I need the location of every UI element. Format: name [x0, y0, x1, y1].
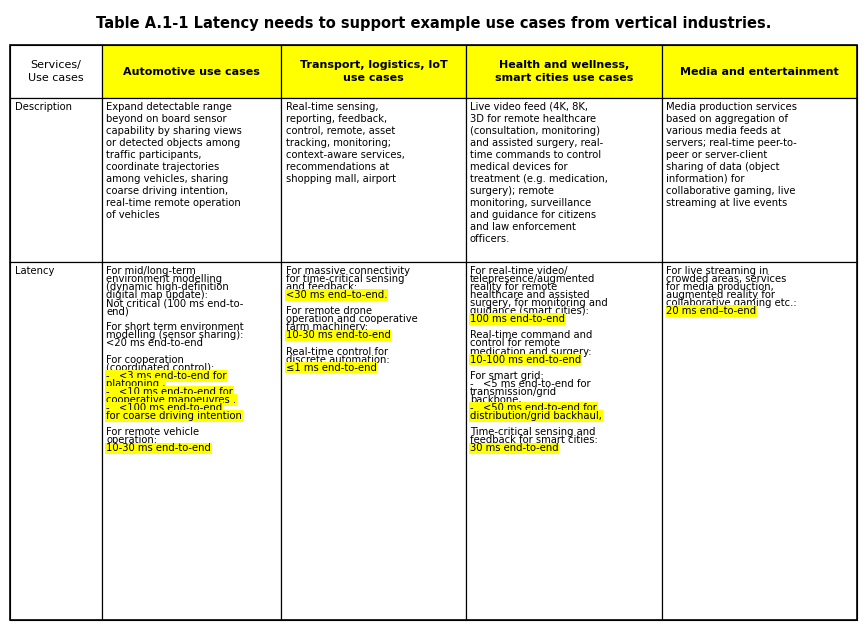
Text: For massive connectivity: For massive connectivity	[285, 266, 409, 276]
Text: and feedback:: and feedback:	[285, 282, 356, 292]
Text: healthcare and assisted: healthcare and assisted	[470, 290, 590, 300]
Text: -   <50 ms end-to-end for: - <50 ms end-to-end for	[470, 403, 596, 413]
Bar	[10, 262, 101, 620]
Text: ≤1 ms end-to-end: ≤1 ms end-to-end	[285, 363, 376, 372]
Text: For smart grid:: For smart grid:	[470, 371, 544, 381]
Text: For mid/long-term: For mid/long-term	[106, 266, 196, 276]
Text: control for remote: control for remote	[470, 338, 560, 349]
Bar	[10, 45, 101, 98]
Text: discrete automation:: discrete automation:	[285, 355, 389, 365]
Text: cooperative manoeuvres .: cooperative manoeuvres .	[106, 395, 236, 405]
Text: -   <10 ms end-to-end for: - <10 ms end-to-end for	[106, 387, 233, 397]
Text: transmission/grid: transmission/grid	[470, 387, 557, 397]
Text: Real-time command and: Real-time command and	[470, 330, 592, 340]
Text: telepresence/augmented: telepresence/augmented	[470, 274, 596, 284]
Text: Services/
Use cases: Services/ Use cases	[29, 60, 84, 83]
Text: operation:: operation:	[106, 435, 157, 445]
Text: Table A.1-1 Latency needs to support example use cases from vertical industries.: Table A.1-1 Latency needs to support exa…	[96, 16, 771, 31]
Text: For remote vehicle: For remote vehicle	[106, 427, 199, 437]
Text: 100 ms end-to-end: 100 ms end-to-end	[470, 314, 565, 324]
Text: 20 ms end–to-end: 20 ms end–to-end	[667, 306, 756, 317]
Text: operation and cooperative: operation and cooperative	[285, 314, 417, 324]
Text: 10-30 ms end-to-end: 10-30 ms end-to-end	[106, 443, 211, 453]
Text: (coordinated control):: (coordinated control):	[106, 363, 214, 372]
Text: Real-time control for: Real-time control for	[285, 347, 388, 357]
Text: digital map update):: digital map update):	[106, 290, 208, 300]
Text: -   <3 ms end-to-end for: - <3 ms end-to-end for	[106, 371, 226, 381]
Bar	[10, 98, 101, 262]
Bar	[466, 45, 662, 98]
Text: for coarse driving intention: for coarse driving intention	[106, 411, 242, 421]
Text: For real-time video/: For real-time video/	[470, 266, 568, 276]
Text: crowded areas, services: crowded areas, services	[667, 274, 786, 284]
Text: distribution/grid backhaul,: distribution/grid backhaul,	[470, 411, 602, 421]
Text: reality for remote: reality for remote	[470, 282, 557, 292]
Bar	[281, 45, 466, 98]
Text: for media production,: for media production,	[667, 282, 774, 292]
Text: Not critical (100 ms end-to-: Not critical (100 ms end-to-	[106, 298, 244, 308]
Text: Expand detectable range
beyond on board sensor
capability by sharing views
or de: Expand detectable range beyond on board …	[106, 102, 242, 220]
Text: collaborative gaming etc.:: collaborative gaming etc.:	[667, 298, 797, 308]
Text: 10-30 ms end-to-end: 10-30 ms end-to-end	[285, 330, 390, 340]
Text: For live streaming in: For live streaming in	[667, 266, 769, 276]
Bar	[466, 262, 662, 620]
Bar	[466, 98, 662, 262]
Text: Media production services
based on aggregation of
various media feeds at
servers: Media production services based on aggre…	[667, 102, 798, 208]
Text: modelling (sensor sharing):: modelling (sensor sharing):	[106, 330, 244, 340]
Text: For remote drone: For remote drone	[285, 306, 372, 317]
Text: environment modelling: environment modelling	[106, 274, 222, 284]
Text: guidance (smart cities):: guidance (smart cities):	[470, 306, 589, 317]
Text: backbone,: backbone,	[470, 395, 521, 405]
Text: For short term environment: For short term environment	[106, 322, 244, 332]
Bar	[101, 262, 281, 620]
Text: <30 ms end–to-end.: <30 ms end–to-end.	[285, 290, 387, 300]
Text: (dynamic high-definition: (dynamic high-definition	[106, 282, 229, 292]
Text: Description: Description	[15, 102, 72, 112]
Text: medication and surgery:: medication and surgery:	[470, 347, 591, 357]
Text: Health and wellness,
smart cities use cases: Health and wellness, smart cities use ca…	[495, 60, 633, 83]
Text: Automotive use cases: Automotive use cases	[123, 67, 260, 77]
Text: 30 ms end-to-end: 30 ms end-to-end	[470, 443, 558, 453]
Bar	[101, 45, 281, 98]
Text: <20 ms end-to-end: <20 ms end-to-end	[106, 338, 203, 349]
Text: feedback for smart cities:: feedback for smart cities:	[470, 435, 597, 445]
Text: 10-100 ms end-to-end: 10-100 ms end-to-end	[470, 355, 581, 365]
Text: Transport, logistics, IoT
use cases: Transport, logistics, IoT use cases	[299, 60, 447, 83]
Text: farm machinery:: farm machinery:	[285, 322, 368, 332]
Bar	[281, 98, 466, 262]
Text: for time-critical sensing: for time-critical sensing	[285, 274, 404, 284]
Text: -   <100 ms end-to-end: - <100 ms end-to-end	[106, 403, 222, 413]
Text: platooning ,: platooning ,	[106, 379, 166, 389]
Text: Latency: Latency	[15, 266, 54, 276]
Text: -   <5 ms end-to-end for: - <5 ms end-to-end for	[470, 379, 590, 389]
Bar	[662, 45, 857, 98]
Bar	[662, 262, 857, 620]
Text: surgery, for monitoring and: surgery, for monitoring and	[470, 298, 608, 308]
Text: Live video feed (4K, 8K,
3D for remote healthcare
(consultation, monitoring)
and: Live video feed (4K, 8K, 3D for remote h…	[470, 102, 608, 244]
Text: Media and entertainment: Media and entertainment	[680, 67, 838, 77]
Bar	[281, 262, 466, 620]
Bar	[101, 98, 281, 262]
Text: Time-critical sensing and: Time-critical sensing and	[470, 427, 596, 437]
Text: Real-time sensing,
reporting, feedback,
control, remote, asset
tracking, monitor: Real-time sensing, reporting, feedback, …	[285, 102, 404, 184]
Bar	[662, 98, 857, 262]
Text: augmented reality for: augmented reality for	[667, 290, 775, 300]
Text: end): end)	[106, 306, 129, 317]
Text: For cooperation: For cooperation	[106, 355, 184, 365]
